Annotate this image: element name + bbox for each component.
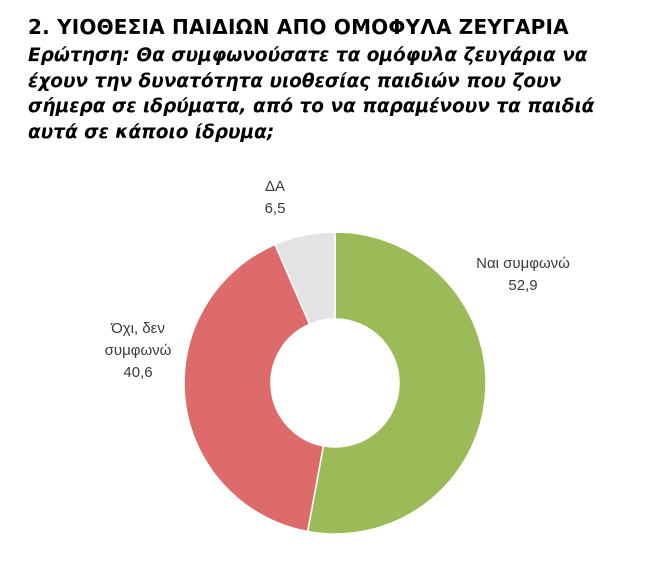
slice-name-no: Όχι, δεν συμφωνώ [58, 318, 218, 362]
survey-question: Ερώτηση: Θα συμφωνούσατε τα ομόφυλα ζευγ… [28, 45, 595, 143]
slice-name-no-line-1: Όχι, δεν [111, 320, 165, 337]
slice-label-dk: ΔΑ 6,5 [245, 176, 305, 220]
slice-name-yes: Ναι συμφωνώ [476, 255, 570, 272]
slice-name-dk: ΔΑ [264, 178, 286, 195]
slice-label-yes: Ναι συμφωνώ 52,9 [448, 253, 598, 297]
slice-no [183, 243, 325, 533]
slice-value-yes: 52,9 [508, 277, 538, 294]
slice-yes [306, 231, 487, 535]
slice-value-dk: 6,5 [264, 200, 286, 217]
slice-name-no-line-2: συμφωνώ [104, 342, 172, 359]
page-title: 2. ΥΙΟΘΕΣΙΑ ΠΑΙΔΙΩΝ ΑΠΟ ΟΜΟΦΥΛΑ ΖΕΥΓΑΡΙΑ [28, 15, 569, 39]
slice-dk [274, 231, 336, 326]
slice-label-no: Όχι, δεν συμφωνώ 40,6 [58, 318, 218, 384]
slice-value-no: 40,6 [123, 364, 153, 381]
